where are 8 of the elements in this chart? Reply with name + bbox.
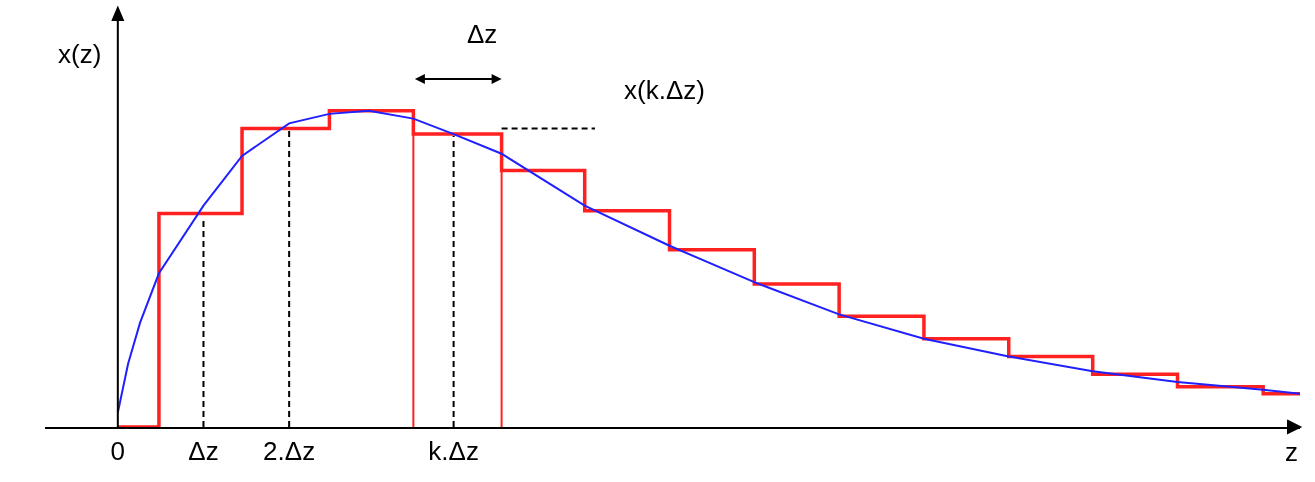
x-tick-label: Δz — [188, 436, 219, 467]
x-tick-label: k.Δz — [428, 436, 479, 467]
text: Δz — [467, 19, 498, 49]
text: x(k.Δz) — [624, 75, 705, 105]
x-tick-label: 0 — [110, 436, 126, 467]
x-tick-label: 2.Δz — [263, 436, 316, 467]
x-axis-title: z — [1285, 437, 1298, 467]
y-axis-title: x(z) — [58, 39, 102, 69]
